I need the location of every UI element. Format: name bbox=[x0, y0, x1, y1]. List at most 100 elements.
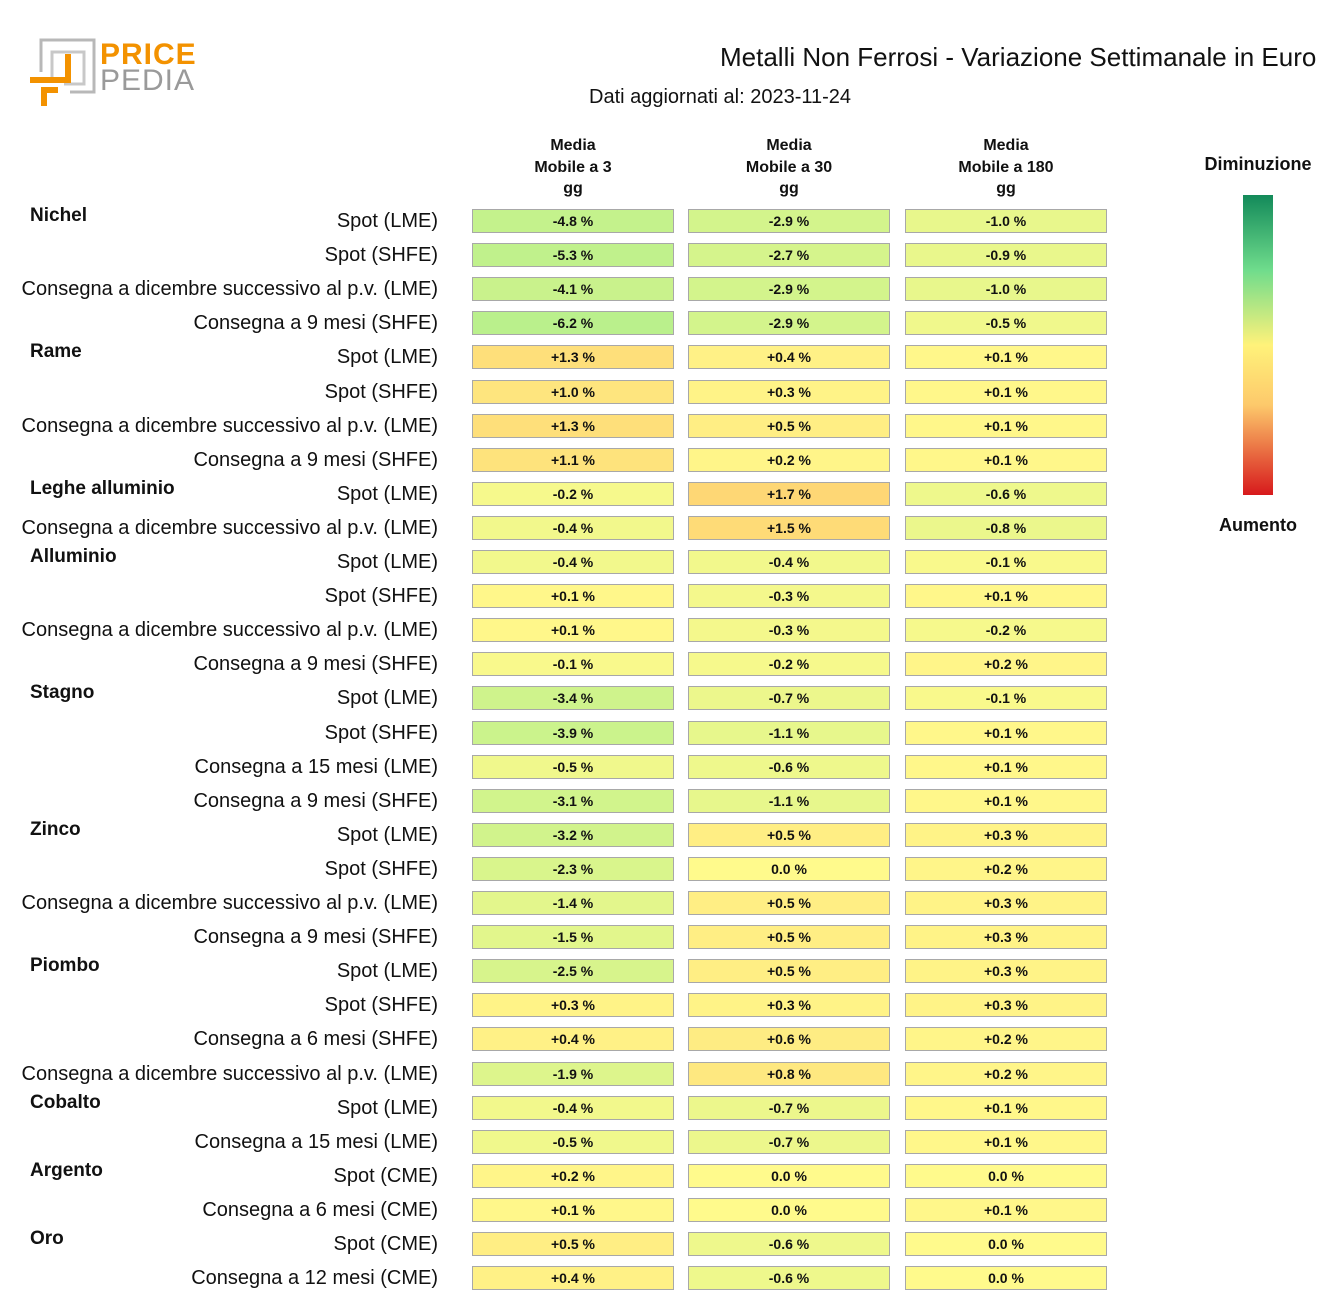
heatmap-cell: +0.1 % bbox=[905, 380, 1107, 404]
heatmap-cell: -0.6 % bbox=[688, 1232, 890, 1256]
row-label: Consegna a dicembre successivo al p.v. (… bbox=[21, 1063, 438, 1085]
legend-bottom-label: Aumento bbox=[1219, 515, 1297, 535]
heatmap-cell: -0.3 % bbox=[688, 584, 890, 608]
row-label: Consegna a 6 mesi (SHFE) bbox=[193, 1028, 438, 1050]
row-label: Spot (SHFE) bbox=[324, 381, 438, 403]
heatmap-cell: +0.1 % bbox=[905, 789, 1107, 813]
heatmap-cell: +1.3 % bbox=[472, 414, 674, 438]
metal-group-label: Leghe alluminio bbox=[30, 478, 175, 499]
row-label: Consegna a 15 mesi (LME) bbox=[194, 756, 438, 778]
heatmap-cell: +0.1 % bbox=[905, 345, 1107, 369]
row-label: Spot (SHFE) bbox=[324, 722, 438, 744]
heatmap-cell: -3.4 % bbox=[472, 686, 674, 710]
row-label: Consegna a dicembre successivo al p.v. (… bbox=[21, 517, 438, 539]
heatmap-cell: -0.9 % bbox=[905, 243, 1107, 267]
heatmap-cell: -0.7 % bbox=[688, 1130, 890, 1154]
heatmap-cell: +0.3 % bbox=[905, 891, 1107, 915]
metal-group-label: Argento bbox=[30, 1160, 103, 1181]
heatmap-cell: +0.2 % bbox=[688, 448, 890, 472]
row-label: Spot (LME) bbox=[336, 1097, 438, 1119]
heatmap-cell: -0.5 % bbox=[472, 755, 674, 779]
heatmap-cell: +0.3 % bbox=[905, 993, 1107, 1017]
heatmap-cell: -0.1 % bbox=[905, 550, 1107, 574]
heatmap-cell: -6.2 % bbox=[472, 311, 674, 335]
heatmap-cell: 0.0 % bbox=[688, 857, 890, 881]
heatmap-cell: -1.0 % bbox=[905, 209, 1107, 233]
heatmap-cell: -4.1 % bbox=[472, 277, 674, 301]
heatmap-cell: +0.1 % bbox=[472, 584, 674, 608]
logo-text-pedia: PEDIA bbox=[100, 64, 196, 97]
row-label: Spot (LME) bbox=[336, 210, 438, 232]
row-label: Consegna a 9 mesi (SHFE) bbox=[193, 926, 438, 948]
heatmap-cell: 0.0 % bbox=[905, 1164, 1107, 1188]
heatmap-cell: -0.7 % bbox=[688, 686, 890, 710]
row-label: Consegna a 9 mesi (SHFE) bbox=[193, 653, 438, 675]
heatmap-cell: +0.5 % bbox=[688, 823, 890, 847]
heatmap-cell: +0.2 % bbox=[472, 1164, 674, 1188]
heatmap-cell: +0.3 % bbox=[905, 925, 1107, 949]
heatmap-cell: -0.4 % bbox=[472, 550, 674, 574]
heatmap-cell: -0.2 % bbox=[905, 618, 1107, 642]
heatmap-cell: -1.1 % bbox=[688, 789, 890, 813]
heatmap-cell: -0.3 % bbox=[688, 618, 890, 642]
heatmap-cell: -2.9 % bbox=[688, 311, 890, 335]
row-label: Spot (LME) bbox=[336, 551, 438, 573]
heatmap-cell: +0.2 % bbox=[905, 652, 1107, 676]
heatmap-cell: 0.0 % bbox=[688, 1164, 890, 1188]
heatmap-cell: +0.2 % bbox=[905, 1062, 1107, 1086]
column-header: Media Mobile a 180 gg bbox=[958, 137, 1054, 197]
heatmap-cell: -0.5 % bbox=[905, 311, 1107, 335]
row-label: Consegna a dicembre successivo al p.v. (… bbox=[21, 619, 438, 641]
metal-group-label: Rame bbox=[30, 341, 82, 362]
heatmap-cell: -0.5 % bbox=[472, 1130, 674, 1154]
heatmap-cell: -0.6 % bbox=[688, 1266, 890, 1290]
heatmap-cell: +1.1 % bbox=[472, 448, 674, 472]
row-label: Consegna a dicembre successivo al p.v. (… bbox=[21, 278, 438, 300]
metal-group-label: Nichel bbox=[30, 205, 88, 226]
heatmap-cell: +0.5 % bbox=[688, 925, 890, 949]
heatmap-cell: +0.5 % bbox=[472, 1232, 674, 1256]
heatmap-cell: +0.1 % bbox=[905, 584, 1107, 608]
heatmap-cell: 0.0 % bbox=[688, 1198, 890, 1222]
heatmap-cell: -1.9 % bbox=[472, 1062, 674, 1086]
heatmap-cell: +1.7 % bbox=[688, 482, 890, 506]
heatmap-cell: -0.2 % bbox=[688, 652, 890, 676]
heatmap-cell: +1.5 % bbox=[688, 516, 890, 540]
row-label: Consegna a 12 mesi (CME) bbox=[191, 1267, 438, 1289]
row-label: Spot (LME) bbox=[336, 483, 438, 505]
logo-text-price: PRICE bbox=[100, 38, 197, 71]
heatmap-cell: +0.2 % bbox=[905, 857, 1107, 881]
row-label: Consegna a dicembre successivo al p.v. (… bbox=[21, 415, 438, 437]
heatmap-cell: -3.1 % bbox=[472, 789, 674, 813]
heatmap-cell: +0.1 % bbox=[905, 1096, 1107, 1120]
heatmap-cell: +0.3 % bbox=[688, 380, 890, 404]
legend-color-bar bbox=[1243, 195, 1273, 495]
row-label: Spot (LME) bbox=[336, 960, 438, 982]
heatmap-cell: +0.3 % bbox=[905, 959, 1107, 983]
column-header: Media Mobile a 3 gg bbox=[534, 137, 612, 197]
row-label: Spot (LME) bbox=[336, 346, 438, 368]
heatmap-cell: -0.4 % bbox=[688, 550, 890, 574]
row-label: Consegna a 9 mesi (SHFE) bbox=[193, 449, 438, 471]
row-label: Spot (SHFE) bbox=[324, 858, 438, 880]
heatmap-cell: +0.4 % bbox=[472, 1027, 674, 1051]
heatmap-cell: +0.5 % bbox=[688, 959, 890, 983]
heatmap-cell: -0.1 % bbox=[905, 686, 1107, 710]
row-label: Spot (SHFE) bbox=[324, 585, 438, 607]
column-header: Media Mobile a 30 gg bbox=[745, 137, 833, 197]
heatmap-cell: -1.5 % bbox=[472, 925, 674, 949]
heatmap-cell: +0.3 % bbox=[905, 823, 1107, 847]
heatmap-cell: +0.2 % bbox=[905, 1027, 1107, 1051]
heatmap-cell: +0.1 % bbox=[905, 1130, 1107, 1154]
metal-group-label: Oro bbox=[30, 1228, 64, 1249]
heatmap-cell: -5.3 % bbox=[472, 243, 674, 267]
row-label: Spot (LME) bbox=[336, 687, 438, 709]
heatmap-cell: +0.1 % bbox=[905, 721, 1107, 745]
heatmap-cell: -3.2 % bbox=[472, 823, 674, 847]
heatmap-cell: +0.4 % bbox=[472, 1266, 674, 1290]
heatmap-cell: +0.3 % bbox=[688, 993, 890, 1017]
heatmap-cell: -3.9 % bbox=[472, 721, 674, 745]
row-label: Consegna a 6 mesi (CME) bbox=[202, 1199, 438, 1221]
heatmap-cell: +0.4 % bbox=[688, 345, 890, 369]
heatmap-cell: -2.5 % bbox=[472, 959, 674, 983]
